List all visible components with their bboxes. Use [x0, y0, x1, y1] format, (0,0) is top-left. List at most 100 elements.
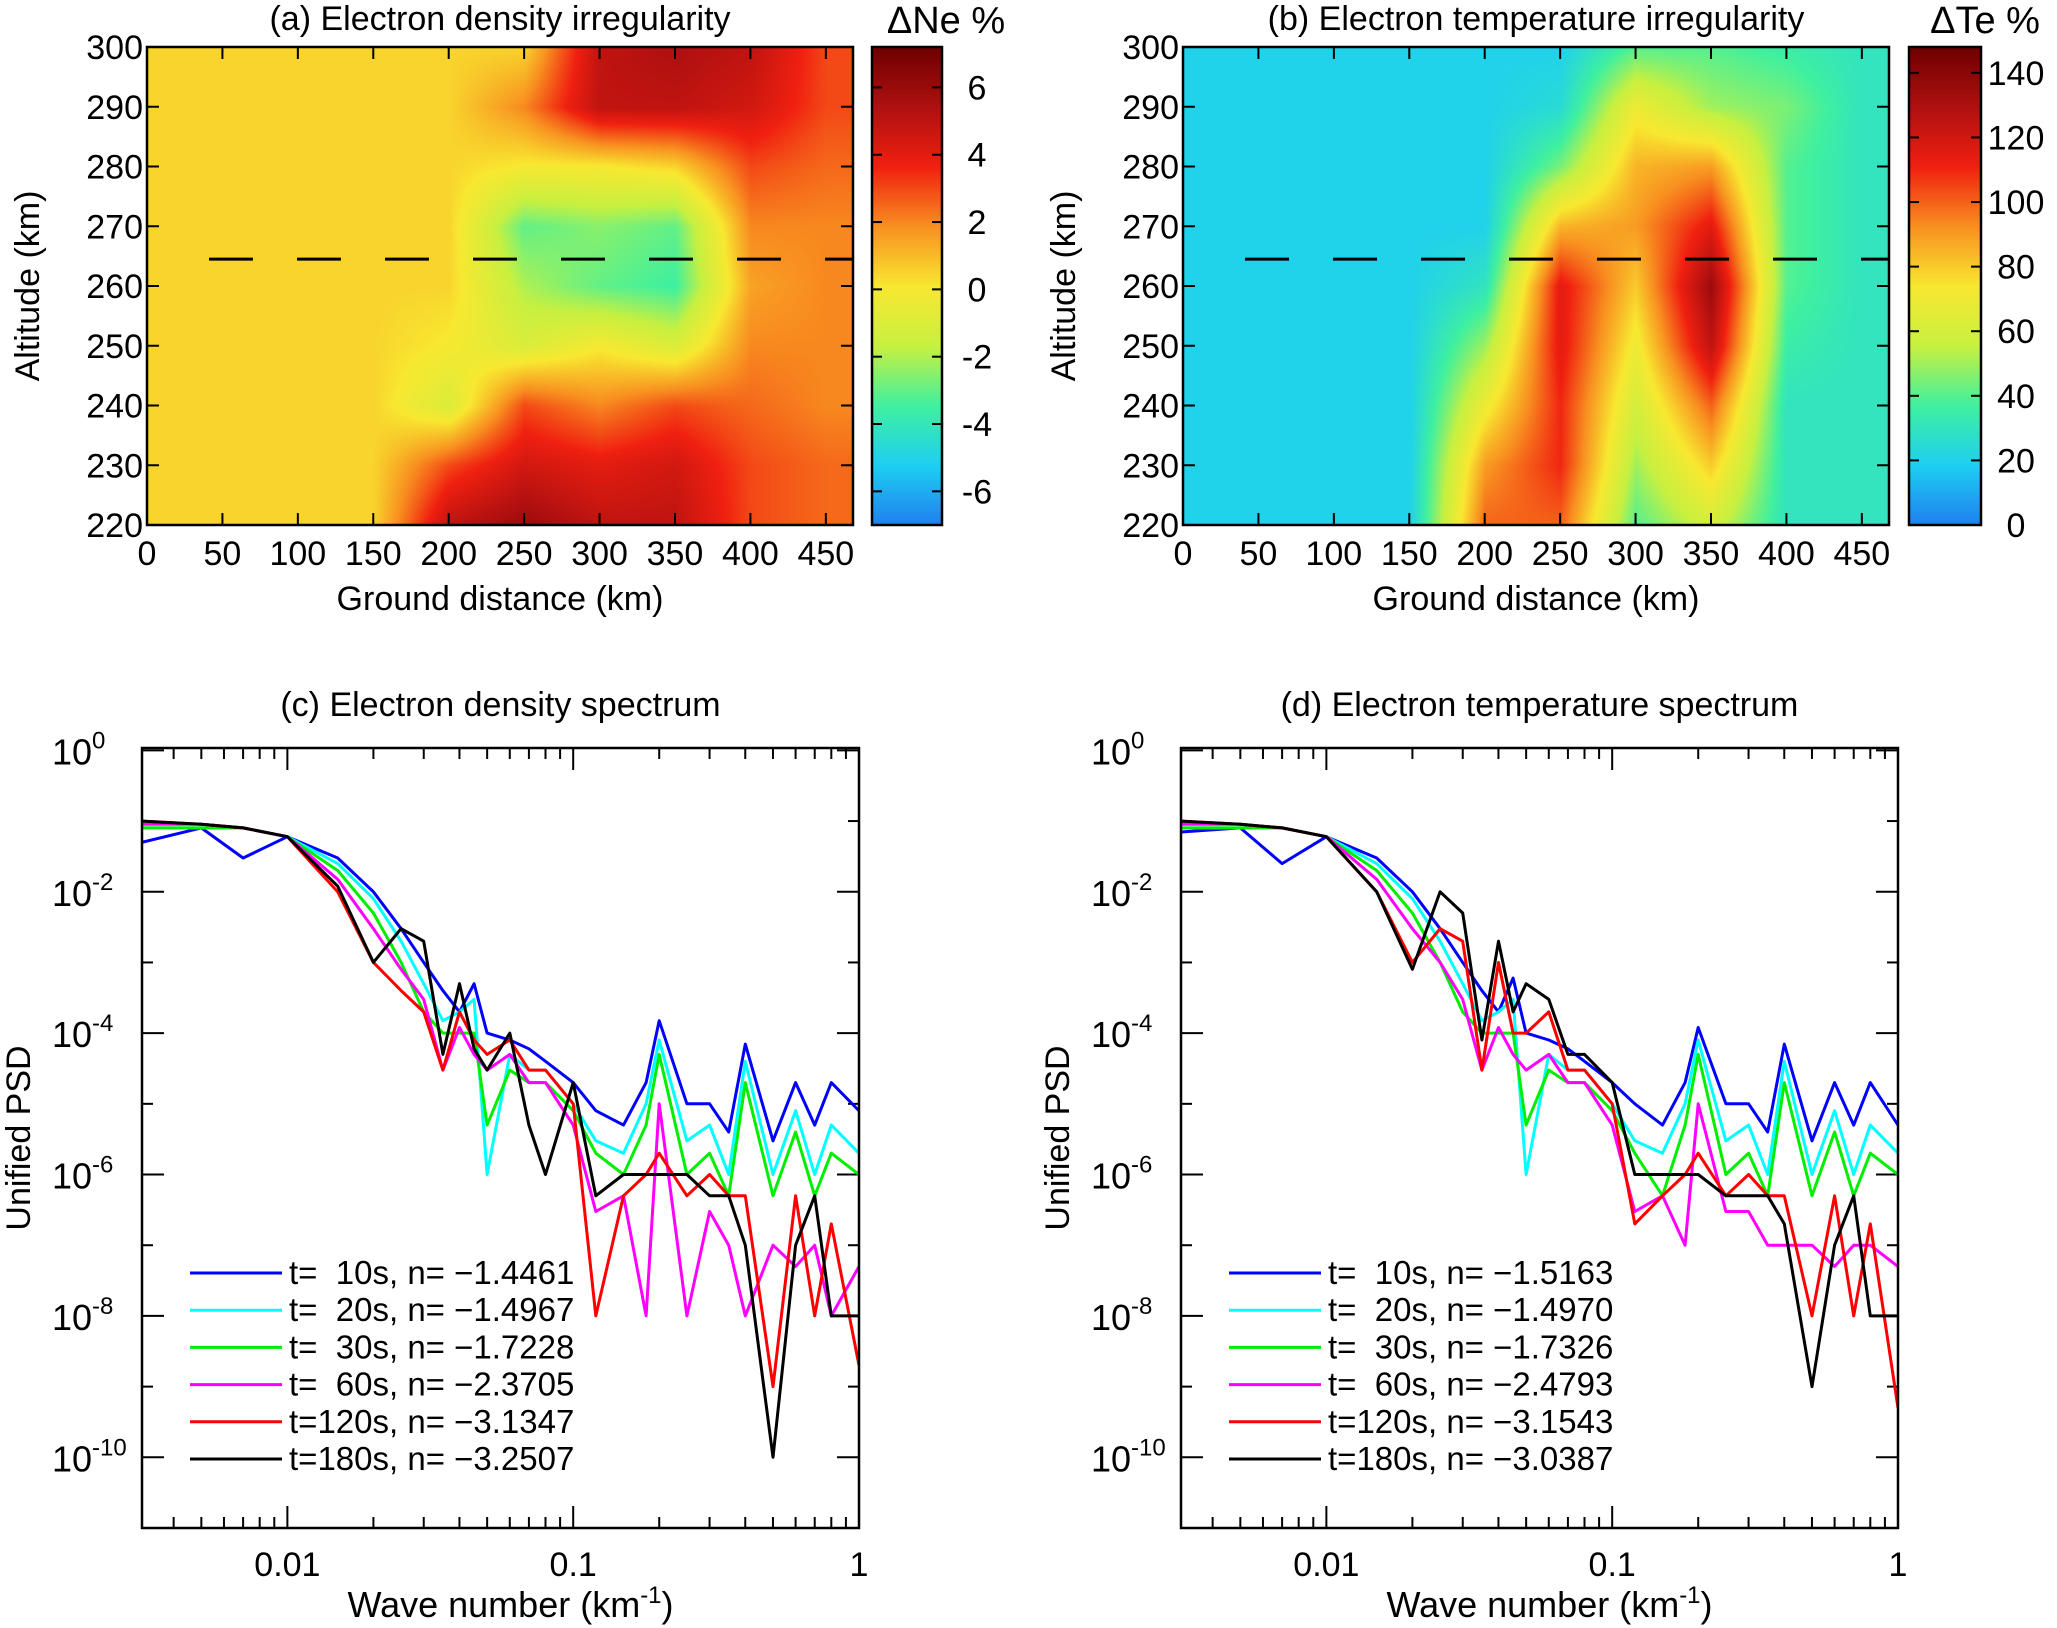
x-tick-label: 0: [138, 535, 157, 573]
y-tick-exponent: -10: [92, 1434, 127, 1461]
y-tick-label: 250: [86, 328, 143, 366]
series-line-2: [142, 826, 859, 1198]
x-tick-label: 200: [420, 535, 477, 573]
x-axis-label: Ground distance (km): [1373, 580, 1700, 618]
y-tick-label: 260: [1122, 268, 1179, 306]
heatmap-b-image: [1183, 47, 1889, 525]
y-tick-exponent: -2: [1131, 869, 1152, 896]
colorbar-tick-label: 40: [1997, 378, 2035, 416]
y-axis-label: Altitude (km): [1045, 191, 1083, 382]
series-line-0: [1181, 826, 1898, 1143]
colorbar-b-image: [1909, 47, 1981, 525]
y-tick-label: 300: [1122, 29, 1179, 67]
y-tick-base: 10: [52, 1297, 92, 1338]
x-tick-label: 350: [1683, 535, 1740, 573]
series-line-5: [142, 819, 859, 1459]
y-tick-base: 10: [52, 1156, 92, 1197]
colorbar-tick-label: -4: [962, 406, 992, 444]
y-tick-base: 10: [52, 731, 92, 772]
y-tick-exponent: -10: [1131, 1434, 1166, 1461]
y-tick-label: 100: [52, 727, 105, 772]
x-tick-label: 200: [1456, 535, 1513, 573]
x-tick-label: 250: [1532, 535, 1589, 573]
colorbar-tick-label: 60: [1997, 313, 2035, 351]
y-tick-label: 300: [86, 29, 143, 67]
legend-label: t= 20s, n= −1.4967: [289, 1291, 574, 1328]
x-tick-label: 0.1: [550, 1546, 597, 1584]
y-tick-base: 10: [1091, 1438, 1131, 1479]
panel-title: (a) Electron density irregularity: [269, 0, 730, 38]
colorbar-tick-label: 80: [1997, 249, 2035, 287]
x-tick-label: 150: [345, 535, 402, 573]
panel-b: [1181, 45, 1983, 527]
x-tick-label: 400: [1758, 535, 1815, 573]
y-tick-base: 10: [1091, 1297, 1131, 1338]
y-tick-label: 10-4: [52, 1010, 113, 1055]
plot-frame: [145, 45, 855, 527]
legend-label: t=120s, n= −3.1347: [289, 1403, 574, 1440]
y-tick-label: 10-2: [1091, 869, 1152, 914]
x-axis-label-exponent: -1: [640, 1582, 661, 1609]
panel-title: (c) Electron density spectrum: [280, 686, 720, 724]
y-tick-label: 220: [1122, 507, 1179, 545]
y-tick-base: 10: [1091, 731, 1131, 772]
y-tick-label: 230: [86, 447, 143, 485]
x-tick-label: 250: [496, 535, 553, 573]
legend-label: t= 60s, n= −2.3705: [289, 1366, 574, 1403]
y-tick-base: 10: [1091, 1014, 1131, 1055]
legend-label: t=180s, n= −3.2507: [289, 1440, 574, 1477]
colorbar-tick-label: 4: [968, 137, 987, 175]
y-tick-label: 10-10: [52, 1434, 127, 1479]
legend-label: t= 30s, n= −1.7228: [289, 1328, 574, 1365]
panel-d: Wave number (km-1)10010-210-410-610-810-…: [1091, 727, 1900, 1625]
x-axis-label-end: ): [1701, 1584, 1713, 1625]
y-tick-label: 280: [86, 149, 143, 187]
y-tick-label: 280: [1122, 149, 1179, 187]
y-tick-label: 10-6: [1091, 1152, 1152, 1197]
colorbar-frame: [870, 45, 944, 527]
y-tick-label: 240: [1122, 388, 1179, 426]
y-tick-base: 10: [1091, 873, 1131, 914]
legend-label: t= 30s, n= −1.7326: [1328, 1328, 1613, 1365]
x-axis-label: Ground distance (km): [337, 580, 664, 618]
colorbar-frame: [1907, 45, 1983, 527]
x-tick-label: 0.01: [1293, 1546, 1359, 1584]
panel-title: (d) Electron temperature spectrum: [1281, 686, 1799, 724]
x-tick-label: 100: [269, 535, 326, 573]
legend-label: t= 60s, n= −2.4793: [1328, 1366, 1613, 1403]
plot-frame: [1179, 746, 1900, 1530]
colorbar-tick-label: 100: [1988, 184, 2045, 222]
x-axis-label-text: Wave number (km: [347, 1584, 640, 1625]
legend-label: t= 20s, n= −1.4970: [1328, 1291, 1613, 1328]
colorbar-tick-label: 2: [968, 204, 987, 242]
y-tick-exponent: -4: [1131, 1010, 1152, 1037]
y-tick-base: 10: [52, 1438, 92, 1479]
x-tick-label: 0.01: [254, 1546, 320, 1584]
x-tick-label: 150: [1381, 535, 1438, 573]
series-line-1: [1181, 826, 1898, 1176]
heatmap-a-image: [147, 47, 853, 525]
legend-label: t=180s, n= −3.0387: [1328, 1440, 1613, 1477]
colorbar-tick-label: 140: [1988, 55, 2045, 93]
colorbar-tick-label: 20: [1997, 442, 2035, 480]
x-tick-label: 450: [797, 535, 854, 573]
y-tick-exponent: 0: [92, 727, 105, 754]
x-tick-label: 350: [647, 535, 704, 573]
plot-frame: [1181, 45, 1891, 527]
y-tick-label: 230: [1122, 447, 1179, 485]
y-tick-exponent: -8: [92, 1293, 113, 1320]
y-tick-label: 270: [1122, 208, 1179, 246]
x-tick-label: 450: [1833, 535, 1890, 573]
y-tick-label: 270: [86, 208, 143, 246]
y-tick-exponent: -4: [92, 1010, 113, 1037]
colorbar-a-image: [872, 47, 942, 525]
y-tick-label: 10-8: [52, 1293, 113, 1338]
colorbar-label: ΔTe %: [1930, 0, 2040, 42]
y-tick-exponent: -8: [1131, 1293, 1152, 1320]
series-line-1: [142, 826, 859, 1176]
y-tick-label: 10-4: [1091, 1010, 1152, 1055]
y-axis-label: Altitude (km): [9, 191, 47, 382]
colorbar-tick-label: 0: [2007, 507, 2026, 545]
